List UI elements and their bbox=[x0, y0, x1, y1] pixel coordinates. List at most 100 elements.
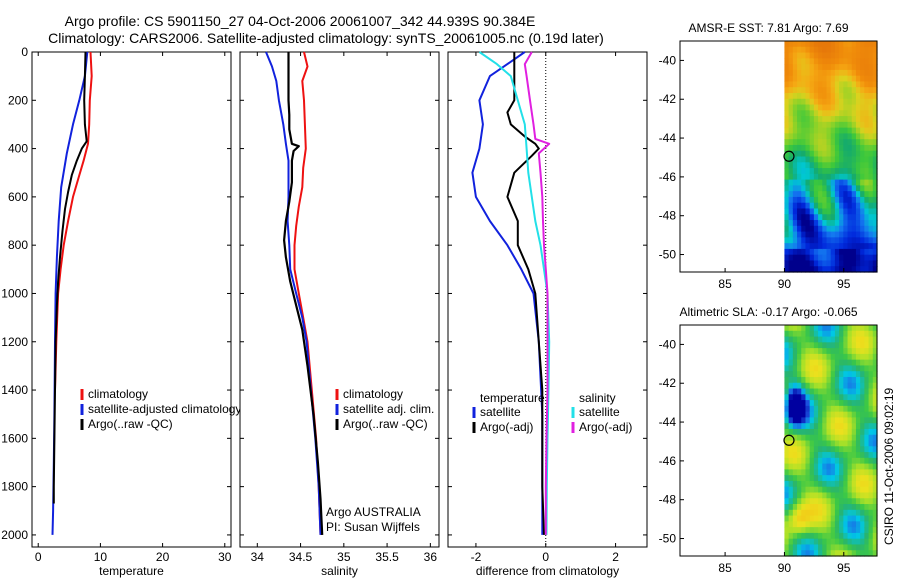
map-cell bbox=[809, 463, 815, 470]
map-cell bbox=[784, 440, 790, 447]
map-cell bbox=[864, 550, 870, 557]
annotation-program: Argo AUSTRALIA bbox=[326, 505, 421, 519]
map-cell bbox=[868, 509, 874, 517]
map-cell bbox=[860, 509, 865, 517]
map-cell bbox=[822, 342, 828, 349]
map-cell bbox=[834, 202, 840, 210]
map-cell bbox=[784, 162, 790, 169]
map-cell bbox=[839, 538, 844, 546]
map-cell bbox=[843, 394, 849, 401]
map-cell bbox=[847, 185, 853, 192]
map-cell bbox=[813, 452, 819, 459]
map-cell bbox=[801, 162, 807, 169]
map-cell bbox=[855, 64, 861, 71]
map-cell bbox=[851, 446, 857, 453]
map-cell bbox=[818, 521, 823, 528]
map-cell bbox=[792, 58, 798, 65]
map-cell bbox=[872, 330, 878, 338]
map-cell bbox=[809, 532, 815, 540]
map-cell bbox=[813, 348, 819, 355]
map-cell bbox=[847, 371, 853, 378]
map-cell bbox=[826, 411, 832, 419]
map-cell bbox=[864, 405, 870, 413]
map-cell bbox=[830, 376, 836, 384]
map-cell bbox=[826, 359, 832, 367]
map-cell bbox=[834, 336, 840, 343]
map-cell bbox=[839, 196, 844, 204]
map-cell bbox=[826, 98, 832, 106]
map-cell bbox=[813, 527, 819, 534]
map-cell bbox=[801, 214, 807, 221]
map-cell bbox=[851, 515, 857, 522]
map-cell bbox=[797, 336, 802, 343]
map-cell bbox=[834, 509, 840, 517]
map-cell bbox=[834, 371, 840, 378]
map-cell bbox=[813, 208, 819, 215]
map-cell bbox=[797, 243, 802, 250]
map-cell bbox=[822, 260, 828, 267]
map-cell bbox=[868, 156, 874, 163]
map-cell bbox=[826, 325, 832, 332]
map-cell bbox=[860, 185, 865, 192]
map-cell bbox=[847, 527, 853, 534]
map-cell bbox=[809, 237, 815, 244]
map-cell bbox=[784, 527, 790, 534]
map-cell bbox=[847, 353, 853, 361]
map-cell bbox=[792, 365, 798, 372]
map-cell bbox=[797, 133, 802, 140]
map-cell bbox=[860, 179, 865, 186]
map-cell bbox=[784, 325, 790, 332]
map-cell bbox=[864, 254, 870, 262]
salinity-axes-frame bbox=[239, 51, 440, 548]
map-cell bbox=[864, 348, 870, 355]
depth-tick-label: 0 bbox=[21, 45, 28, 59]
map-cell bbox=[818, 532, 823, 540]
map-cell bbox=[805, 532, 811, 540]
map-cell bbox=[805, 225, 811, 233]
map-cell bbox=[851, 550, 857, 557]
map-cell bbox=[855, 388, 861, 395]
map-cell bbox=[868, 532, 874, 540]
map-cell bbox=[851, 434, 857, 442]
map-cell bbox=[826, 58, 832, 65]
sla-lat-label: -48 bbox=[659, 493, 677, 507]
map-cell bbox=[839, 202, 844, 210]
map-cell bbox=[847, 498, 853, 505]
map-cell bbox=[872, 69, 878, 77]
map-cell bbox=[784, 469, 790, 476]
map-cell bbox=[855, 237, 861, 244]
map-cell bbox=[855, 110, 861, 117]
map-cell bbox=[826, 550, 832, 557]
map-cell bbox=[784, 434, 790, 442]
map-cell bbox=[818, 237, 823, 244]
map-cell bbox=[813, 41, 819, 48]
map-cell bbox=[792, 428, 798, 436]
map-cell bbox=[839, 394, 844, 401]
map-cell bbox=[872, 463, 878, 470]
map-cell bbox=[797, 382, 802, 390]
map-cell bbox=[792, 127, 798, 135]
map-cell bbox=[813, 121, 819, 129]
map-cell bbox=[809, 98, 815, 106]
map-cell bbox=[860, 87, 865, 94]
map-cell bbox=[792, 325, 798, 332]
map-cell bbox=[860, 116, 865, 123]
map-cell bbox=[805, 64, 811, 71]
map-cell bbox=[805, 173, 811, 181]
map-cell bbox=[855, 214, 861, 221]
map-cell bbox=[809, 446, 815, 453]
map-cell bbox=[809, 498, 815, 505]
map-cell bbox=[818, 342, 823, 349]
map-cell bbox=[872, 173, 878, 181]
map-cell bbox=[847, 411, 853, 419]
map-cell bbox=[830, 353, 836, 361]
map-cell bbox=[809, 538, 815, 546]
map-cell bbox=[788, 168, 794, 175]
map-cell bbox=[855, 185, 861, 192]
map-cell bbox=[830, 509, 836, 517]
map-cell bbox=[855, 58, 861, 65]
map-cell bbox=[813, 538, 819, 546]
map-cell bbox=[818, 92, 823, 100]
map-cell bbox=[860, 550, 865, 557]
map-cell bbox=[784, 185, 790, 192]
